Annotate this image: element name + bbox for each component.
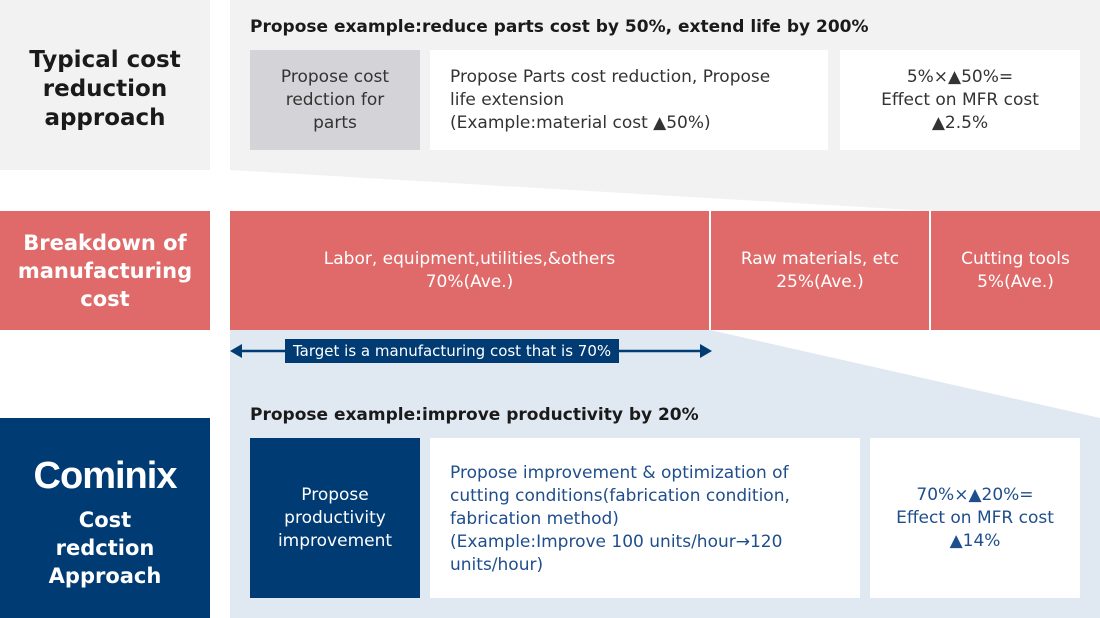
top-connector [230, 170, 1100, 211]
typical-cost-reduction-label: Typical cost reduction approach [0, 0, 210, 170]
bottom-effect-box: 70%×▲20%= Effect on MFR cost ▲14% [870, 438, 1080, 598]
breakdown-cutting-tools-segment: Cutting tools 5%(Ave.) [931, 211, 1100, 330]
cominix-panel: Cominix Cost redction Approach [0, 418, 210, 618]
top-effect-box: 5%×▲50%= Effect on MFR cost ▲2.5% [840, 50, 1080, 150]
bottom-gap [230, 330, 1100, 418]
bottom-example-title: Propose example:improve productivity by … [250, 405, 699, 425]
cutting-conditions-box: Propose improvement & optimization of cu… [430, 438, 860, 598]
top-example-title: Propose example:reduce parts cost by 50%… [250, 17, 869, 37]
propose-productivity-box: Propose productivity improvement [250, 438, 420, 598]
cominix-approach-label: Cost redction Approach [48, 508, 162, 588]
breakdown-raw-materials-segment: Raw materials, etc 25%(Ave.) [711, 211, 929, 330]
breakdown-label: Breakdown of manufacturing cost [0, 211, 210, 330]
propose-cost-reduction-box: Propose cost redction for parts [250, 50, 420, 150]
parts-cost-reduction-box: Propose Parts cost reduction, Propose li… [430, 50, 828, 150]
target-cost-label: Target is a manufacturing cost that is 7… [285, 339, 620, 363]
breakdown-labor-segment: Labor, equipment,utilities,&others 70%(A… [230, 211, 709, 330]
cominix-logo: Cominix [33, 455, 178, 497]
